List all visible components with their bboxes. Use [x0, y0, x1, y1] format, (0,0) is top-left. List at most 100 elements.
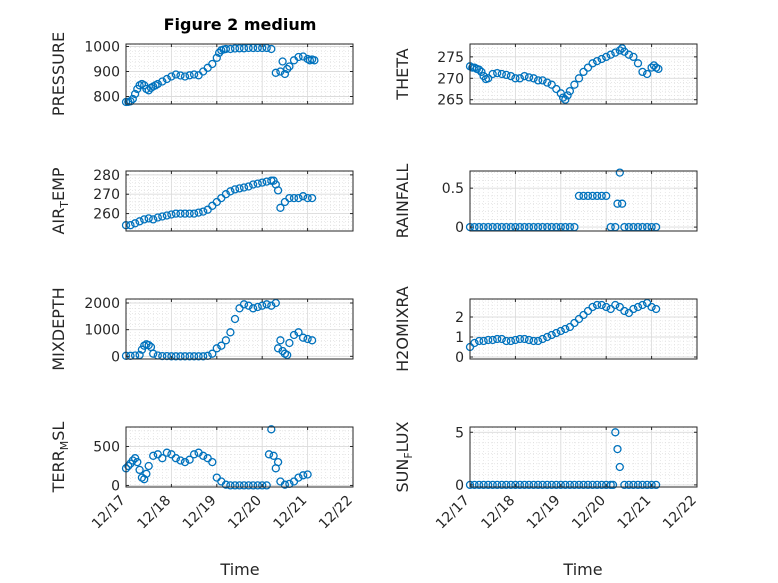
data-point	[128, 456, 137, 465]
data-point	[226, 328, 235, 337]
data-point	[651, 480, 661, 490]
data-point	[624, 480, 634, 490]
data-point	[552, 84, 561, 94]
data-point	[547, 480, 556, 490]
data-point	[615, 462, 624, 472]
data-point	[244, 301, 253, 310]
data-point	[615, 168, 624, 177]
data-point	[543, 78, 552, 87]
data-point	[176, 352, 185, 361]
data-point	[547, 330, 556, 340]
y-tick-label: 280	[93, 168, 120, 184]
data-point	[529, 336, 538, 346]
data-point	[592, 191, 602, 201]
data-point	[273, 344, 283, 353]
data-point	[271, 68, 280, 77]
axes-box	[469, 426, 698, 488]
data-point	[642, 480, 652, 490]
data-point	[524, 73, 534, 82]
data-point	[579, 191, 588, 201]
data-point	[162, 211, 172, 220]
y-tick-label: 1	[455, 330, 464, 346]
data-point	[543, 332, 552, 342]
subplot-mixdepth: 0 1000 2000 MIXDEPTH	[49, 287, 354, 371]
data-point	[497, 480, 506, 490]
data-point	[583, 480, 593, 490]
data-point	[294, 328, 303, 337]
data-point	[283, 64, 292, 74]
data-point	[199, 352, 208, 361]
data-point	[264, 450, 274, 459]
data-point	[613, 444, 622, 454]
y-tick-label: 1000	[84, 323, 120, 339]
y-tick-label: 270	[93, 187, 120, 203]
y-tick-label: 0.5	[442, 181, 464, 197]
data-point	[488, 69, 497, 79]
data-point	[506, 71, 516, 81]
data-point	[583, 191, 593, 201]
data-point	[126, 97, 135, 106]
data-point	[511, 335, 520, 345]
data-point	[185, 71, 194, 80]
data-point	[538, 76, 547, 85]
data-point	[497, 334, 506, 344]
data-point	[515, 334, 525, 344]
data-point	[592, 56, 602, 66]
data-point	[470, 338, 479, 348]
y-axis-label: AIRTEMP	[49, 167, 71, 234]
data-point	[298, 471, 308, 480]
data-point	[189, 352, 199, 361]
data-point	[162, 448, 172, 457]
data-point	[189, 450, 199, 459]
data-point	[303, 193, 312, 203]
data-point	[565, 86, 575, 96]
data-point	[524, 480, 534, 490]
data-point	[171, 454, 181, 463]
data-point	[285, 338, 294, 348]
data-point	[167, 210, 176, 219]
data-point	[570, 480, 579, 490]
y-tick-label: 2	[455, 310, 464, 326]
data-point	[606, 480, 615, 490]
data-point	[597, 480, 606, 490]
data-point	[533, 76, 543, 85]
data-point	[276, 336, 285, 345]
data-point	[579, 67, 588, 77]
data-point	[638, 480, 647, 490]
data-point	[144, 461, 153, 471]
data-point	[289, 330, 299, 340]
data-point	[307, 336, 317, 345]
data-point	[654, 64, 663, 74]
data-point	[171, 209, 181, 218]
data-point	[565, 480, 575, 490]
data-point	[506, 336, 516, 346]
data-point	[474, 65, 484, 74]
data-point	[199, 451, 208, 460]
data-point	[208, 349, 217, 358]
data-point	[588, 302, 597, 312]
data-point	[647, 480, 656, 490]
data-point	[248, 180, 258, 189]
data-point	[124, 461, 133, 471]
x-tick-label: 12/19	[524, 493, 564, 533]
data-point	[474, 480, 484, 490]
data-point	[176, 456, 185, 465]
data-point	[588, 191, 597, 201]
data-point	[556, 326, 565, 336]
data-point	[185, 209, 194, 218]
data-point	[226, 187, 235, 196]
data-point	[217, 341, 226, 350]
y-tick-label: 265	[437, 93, 464, 109]
data-point	[208, 59, 217, 69]
data-point	[561, 324, 570, 334]
x-tick-label: 12/22	[316, 493, 356, 533]
data-point	[558, 93, 568, 102]
data-point	[239, 183, 249, 192]
data-point	[149, 349, 158, 358]
data-point	[307, 193, 317, 203]
axes-box	[469, 298, 698, 360]
data-point	[484, 480, 493, 490]
data-point	[180, 209, 190, 218]
data-point	[226, 44, 235, 54]
y-tick-label: 800	[93, 90, 120, 106]
